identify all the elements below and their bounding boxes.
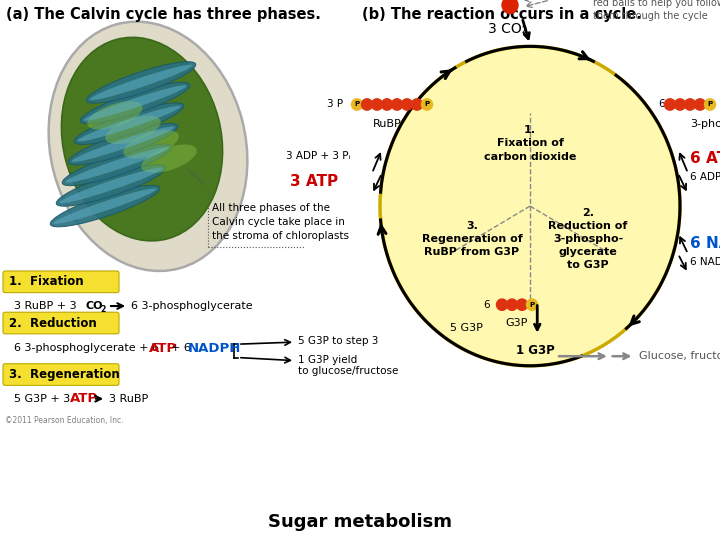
Ellipse shape: [56, 165, 166, 206]
Ellipse shape: [87, 101, 143, 130]
FancyBboxPatch shape: [3, 271, 119, 293]
Circle shape: [526, 299, 538, 310]
Text: 2: 2: [100, 305, 105, 314]
Ellipse shape: [62, 144, 172, 186]
Ellipse shape: [86, 62, 196, 103]
Text: 1.  Fixation: 1. Fixation: [9, 275, 84, 288]
Text: ATP: ATP: [149, 342, 177, 355]
Text: P: P: [708, 102, 713, 107]
Text: 3.
Regeneration of
RuBP from G3P: 3. Regeneration of RuBP from G3P: [422, 221, 523, 257]
Ellipse shape: [50, 185, 160, 227]
Text: 6 NADP⁺ + 6 H⁺: 6 NADP⁺ + 6 H⁺: [690, 257, 720, 267]
Text: to glucose/fructose: to glucose/fructose: [298, 366, 398, 376]
Ellipse shape: [74, 103, 184, 144]
Ellipse shape: [380, 46, 680, 366]
Text: 3-phosphoglycerate: 3-phosphoglycerate: [690, 119, 720, 129]
Text: G3P: G3P: [506, 318, 528, 328]
Text: 5 G3P + 3: 5 G3P + 3: [14, 394, 73, 404]
Text: + 6: + 6: [171, 343, 194, 353]
Text: P: P: [424, 102, 430, 107]
Text: 6 3-phosphoglycerate + 6: 6 3-phosphoglycerate + 6: [14, 343, 163, 353]
Circle shape: [382, 99, 392, 110]
Text: CO: CO: [86, 301, 104, 311]
FancyBboxPatch shape: [3, 312, 119, 334]
Text: 5 G3P to step 3: 5 G3P to step 3: [298, 336, 379, 346]
Text: (b) The reaction occurs in a cycle.: (b) The reaction occurs in a cycle.: [362, 7, 642, 22]
Circle shape: [695, 99, 706, 110]
Text: 5 G3P: 5 G3P: [450, 323, 483, 333]
Text: 3 P: 3 P: [327, 99, 343, 110]
Circle shape: [421, 99, 433, 110]
Ellipse shape: [71, 126, 174, 162]
Circle shape: [685, 99, 696, 110]
Text: 3 RuBP: 3 RuBP: [109, 394, 148, 404]
Ellipse shape: [60, 168, 163, 203]
Circle shape: [392, 99, 402, 110]
Circle shape: [516, 299, 528, 310]
Ellipse shape: [123, 130, 179, 158]
Ellipse shape: [84, 85, 186, 121]
Circle shape: [497, 299, 508, 310]
Ellipse shape: [53, 188, 156, 224]
Text: 6: 6: [658, 99, 665, 110]
Text: 6 ATP: 6 ATP: [690, 151, 720, 166]
Text: ©2011 Pearson Education, Inc.: ©2011 Pearson Education, Inc.: [5, 416, 124, 425]
Text: 1 G3P: 1 G3P: [516, 344, 554, 357]
FancyBboxPatch shape: [3, 364, 119, 386]
Ellipse shape: [78, 106, 181, 141]
Circle shape: [402, 99, 413, 110]
Ellipse shape: [61, 37, 222, 241]
Text: Glucose, fructose: Glucose, fructose: [639, 351, 720, 361]
Circle shape: [502, 0, 518, 14]
Text: 6 NADPH: 6 NADPH: [690, 236, 720, 251]
Text: 6 ADP + 6 Pᵢ: 6 ADP + 6 Pᵢ: [690, 172, 720, 182]
Ellipse shape: [49, 22, 248, 271]
Text: 6 3-phosphoglycerate: 6 3-phosphoglycerate: [131, 301, 253, 311]
Ellipse shape: [141, 145, 197, 173]
Circle shape: [372, 99, 382, 110]
Circle shape: [351, 99, 362, 110]
Circle shape: [675, 99, 685, 110]
Text: 2.
Reduction of
3-phospho-
glycerate
to G3P: 2. Reduction of 3-phospho- glycerate to …: [549, 207, 628, 271]
Ellipse shape: [89, 65, 192, 100]
Ellipse shape: [68, 124, 178, 165]
Text: 3.  Regeneration: 3. Regeneration: [9, 368, 120, 381]
Text: P: P: [354, 102, 359, 107]
Text: 3 ATP: 3 ATP: [290, 173, 338, 188]
Text: All three phases of the
Calvin cycle take place in
the stroma of chloroplasts: All three phases of the Calvin cycle tak…: [212, 203, 349, 241]
Text: RuBP: RuBP: [373, 119, 401, 129]
Text: P: P: [529, 302, 534, 308]
Text: 6: 6: [483, 300, 490, 310]
Circle shape: [704, 99, 716, 110]
Text: 3 ADP + 3 Pᵢ: 3 ADP + 3 Pᵢ: [286, 151, 350, 161]
Ellipse shape: [105, 116, 161, 144]
Text: 2.  Reduction: 2. Reduction: [9, 316, 96, 329]
Circle shape: [361, 99, 372, 110]
Text: Sugar metabolism: Sugar metabolism: [268, 514, 452, 531]
Text: ATP: ATP: [70, 392, 98, 405]
Text: Carbons are symbolized as
red balls to help you follow
them through the cycle: Carbons are symbolized as red balls to h…: [593, 0, 720, 21]
Circle shape: [506, 299, 518, 310]
Text: 3 CO₂: 3 CO₂: [488, 22, 528, 36]
Text: NADPH: NADPH: [188, 342, 241, 355]
Ellipse shape: [66, 147, 168, 183]
Ellipse shape: [80, 82, 190, 124]
Text: (a) The Calvin cycle has three phases.: (a) The Calvin cycle has three phases.: [6, 7, 321, 22]
Circle shape: [665, 99, 675, 110]
Circle shape: [412, 99, 423, 110]
Text: 1 G3P yield: 1 G3P yield: [298, 355, 357, 365]
Text: 1.
Fixation of
carbon dioxide: 1. Fixation of carbon dioxide: [484, 125, 576, 161]
Text: 3 RuBP + 3: 3 RuBP + 3: [14, 301, 80, 311]
